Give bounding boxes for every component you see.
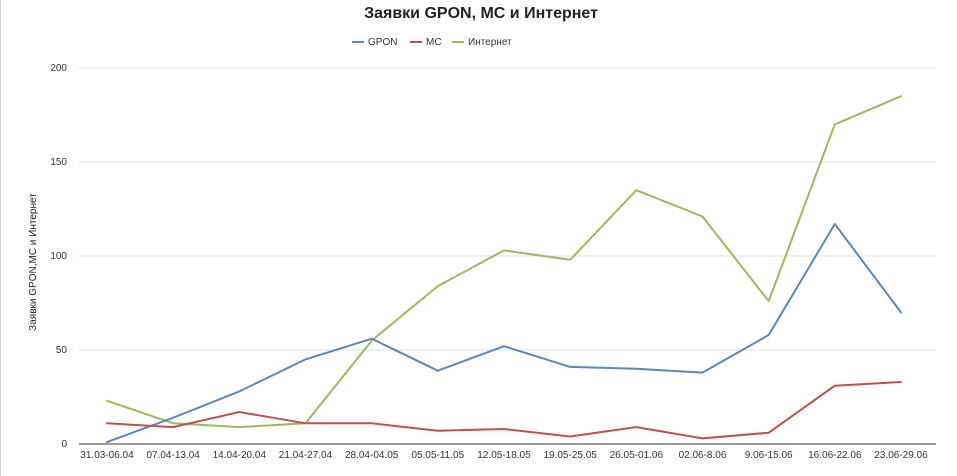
chart-title: Заявки GPON, МС и Интернет (364, 5, 598, 22)
grid-lines (79, 67, 936, 445)
legend: GPON МС Интернет (352, 37, 512, 48)
y-tick-label: 100 (50, 251, 67, 262)
y-tick-label: 200 (50, 63, 67, 74)
y-axis-title: Заявки GPON,МС и Интернет (28, 193, 39, 331)
y-tick-label: 0 (61, 439, 67, 450)
x-tick-label: 21.04-27.04 (279, 450, 333, 461)
x-tick-label: 16.06-22.06 (808, 450, 862, 461)
legend-label-ms: МС (426, 37, 442, 48)
series-line-gpon (106, 223, 902, 444)
x-tick-label: 26.05-01.06 (610, 450, 664, 461)
y-tick-label: 50 (56, 345, 68, 356)
x-tick-label: 12.05-18.05 (477, 450, 531, 461)
y-tick-label: 150 (50, 157, 67, 168)
x-tick-label: 9.06-15.06 (745, 450, 793, 461)
y-axis-ticks: 0 50 100 150 200 (50, 63, 67, 450)
series-line-ms (106, 381, 902, 440)
series-lines (106, 95, 902, 444)
x-tick-label: 19.05-25.05 (543, 450, 597, 461)
x-tick-label: 02.06-8.06 (679, 450, 727, 461)
x-tick-label: 31.03-06.04 (80, 450, 134, 461)
series-line-internet (106, 95, 902, 429)
x-tick-label: 14.04-20.04 (213, 450, 267, 461)
x-axis-ticks: 31.03-06.04 07.04-13.04 14.04-20.04 21.04-2… (80, 450, 928, 461)
x-tick-label: 05.05-11.05 (412, 450, 465, 461)
legend-label-internet: Интернет (468, 37, 512, 48)
x-tick-label: 07.04-13.04 (146, 450, 200, 461)
x-tick-label: 28.04-04.05 (345, 450, 399, 461)
legend-label-gpon: GPON (368, 37, 397, 48)
x-tick-label: 23.06-29.06 (874, 450, 928, 461)
